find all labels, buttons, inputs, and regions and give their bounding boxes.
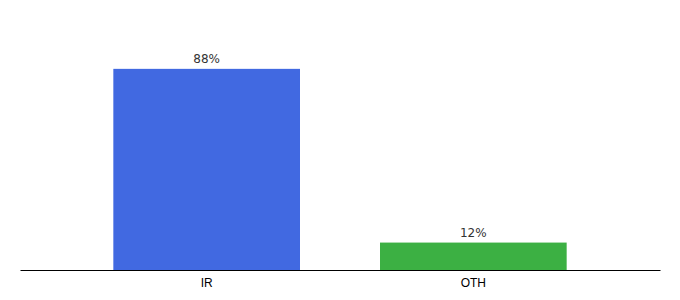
data-label: 88% [193, 52, 220, 66]
x-axis-line [21, 270, 661, 271]
data-label: 12% [460, 226, 487, 240]
x-tick: OTH [461, 276, 486, 290]
bar [380, 243, 567, 270]
x-tick-label: OTH [461, 276, 486, 290]
x-axis: IR OTH [21, 271, 661, 290]
bars [113, 69, 566, 270]
chart-container: IR OTH 88% 12% [0, 0, 680, 300]
plot-area: IR OTH 88% 12% [21, 52, 661, 290]
data-labels: 88% 12% [193, 52, 486, 240]
chart-svg: IR OTH 88% 12% [0, 0, 680, 300]
x-tick: IR [201, 276, 213, 290]
bar [113, 69, 300, 270]
x-tick-label: IR [201, 276, 213, 290]
